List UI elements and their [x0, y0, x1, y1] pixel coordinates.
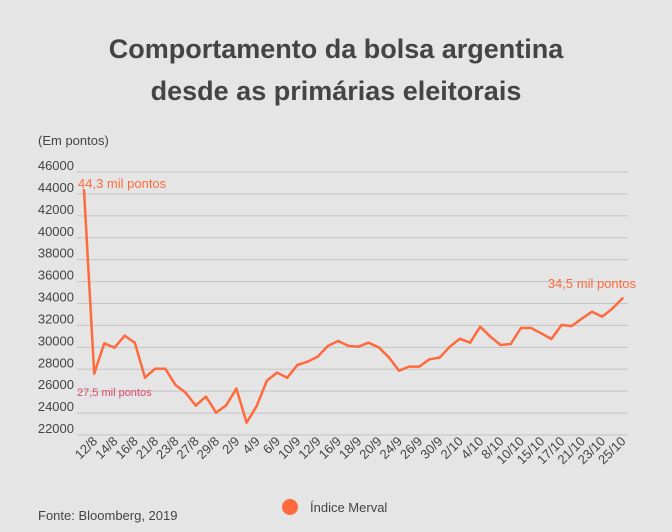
data-point: [336, 339, 340, 343]
y-tick-label: 22000: [38, 421, 74, 436]
data-point: [509, 342, 512, 346]
data-point: [153, 367, 157, 370]
source-note: Fonte: Bloomberg, 2019: [38, 508, 178, 523]
y-tick-label: 26000: [38, 377, 74, 392]
data-point: [225, 404, 228, 407]
data-point: [133, 341, 136, 344]
data-point: [346, 344, 350, 347]
annotation-last: 34,5 mil pontos: [548, 276, 637, 291]
title-line-1: Comportamento da bolsa argentina: [108, 34, 564, 64]
data-point: [580, 317, 584, 320]
y-tick-label: 34000: [38, 290, 74, 305]
data-point: [600, 315, 604, 318]
data-point: [113, 346, 116, 349]
data-point: [357, 345, 360, 348]
data-point: [479, 325, 482, 328]
circle-marker-icon: [282, 499, 298, 515]
y-tick-label: 28000: [38, 355, 74, 370]
data-point: [499, 343, 502, 347]
data-point: [296, 363, 299, 367]
annotation-low: 27,5 mil pontos: [77, 387, 152, 399]
data-point: [590, 310, 594, 313]
data-point: [174, 383, 177, 387]
x-tick-label: 4/9: [239, 434, 262, 457]
data-point: [438, 356, 441, 359]
data-point: [570, 324, 573, 328]
data-point: [194, 404, 197, 407]
y-tick-label: 30000: [38, 333, 74, 348]
data-point: [377, 346, 380, 349]
data-point: [316, 355, 319, 358]
data-point: [306, 360, 309, 363]
data-point: [265, 379, 269, 382]
data-point: [418, 365, 421, 368]
annotation-peak: 44,3 mil pontos: [78, 176, 167, 191]
data-point: [550, 337, 553, 341]
data-point: [275, 371, 279, 374]
legend-label: Índice Merval: [310, 499, 388, 515]
y-tick-label: 24000: [38, 399, 74, 414]
data-point: [428, 358, 431, 361]
data-point: [489, 335, 492, 338]
data-point: [529, 326, 533, 330]
x-tick-label: 29/8: [194, 434, 223, 463]
data-point: [214, 411, 218, 414]
y-tick-label: 40000: [38, 224, 74, 239]
data-point: [448, 345, 451, 348]
x-tick-label: 2/9: [219, 434, 242, 457]
data-point: [519, 326, 523, 330]
data-point: [82, 188, 86, 192]
legend: Índice Merval: [282, 499, 387, 515]
data-point: [540, 332, 543, 335]
chart-title: Comportamento da bolsa argentina desde a…: [0, 28, 672, 112]
data-point: [367, 341, 370, 344]
data-point: [235, 387, 238, 390]
data-point: [184, 391, 187, 394]
series-line-merval: [82, 190, 624, 424]
title-line-2: desde as primárias eleitorais: [150, 76, 522, 106]
data-point: [560, 323, 563, 327]
data-point: [458, 337, 462, 340]
y-tick-label: 44000: [38, 180, 74, 195]
y-tick-label: 46000: [38, 158, 74, 173]
data-point: [468, 341, 472, 344]
data-point: [123, 334, 126, 337]
y-tick-label: 36000: [38, 268, 74, 283]
data-point: [255, 404, 258, 408]
data-point: [92, 372, 96, 375]
data-point: [387, 356, 390, 359]
data-point: [397, 369, 401, 372]
data-point: [103, 342, 106, 345]
data-point: [407, 365, 411, 368]
data-point: [204, 395, 208, 398]
data-point: [286, 376, 289, 379]
y-tick-label: 32000: [38, 311, 74, 326]
data-point: [611, 307, 614, 310]
y-axis-label: (Em pontos): [38, 133, 109, 148]
y-tick-label: 38000: [38, 246, 74, 261]
data-point: [326, 344, 330, 348]
y-tick-label: 42000: [38, 202, 74, 217]
data-point: [164, 367, 167, 370]
data-point: [143, 376, 147, 379]
data-point: [621, 297, 624, 300]
data-point: [245, 421, 248, 424]
